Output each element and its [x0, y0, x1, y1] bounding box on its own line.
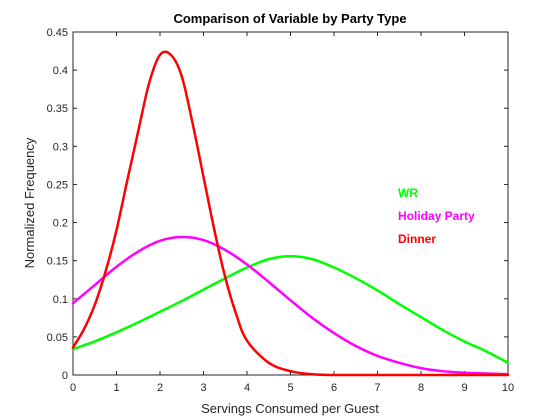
y-tick-label: 0.4 [53, 65, 68, 77]
x-tick-label: 7 [374, 382, 380, 394]
x-tick-label: 8 [418, 382, 424, 394]
x-tick-label: 4 [244, 382, 250, 394]
x-tick-label: 2 [157, 382, 163, 394]
y-tick-label: 0.15 [47, 256, 68, 268]
legend: WR Holiday Party Dinner [398, 186, 475, 246]
y-tick-label: 0.35 [47, 103, 68, 115]
x-tick-label: 1 [113, 382, 119, 394]
y-axis-label: Normalized Frequency [22, 137, 37, 268]
x-tick-label: 9 [461, 382, 467, 394]
y-tick-label: 0.05 [47, 332, 68, 344]
y-tick-label: 0.2 [53, 218, 68, 230]
y-tick-label: 0.45 [47, 27, 68, 39]
series-line-wr [71, 254, 510, 365]
series-line-holiday-party [71, 235, 510, 376]
series-line-dinner [71, 50, 510, 377]
x-tick-label: 6 [331, 382, 337, 394]
y-tick-label: 0.25 [47, 179, 68, 191]
y-tick-label: 0 [62, 370, 68, 382]
x-axis-label: Servings Consumed per Guest [201, 401, 379, 416]
y-tick-label: 0.1 [53, 294, 68, 306]
series-lines [71, 50, 510, 377]
x-tick-label: 3 [200, 382, 206, 394]
y-tick-label: 0.3 [53, 141, 68, 153]
chart-title: Comparison of Variable by Party Type [173, 11, 406, 26]
x-tick-label: 5 [287, 382, 293, 394]
legend-entry-dinner: Dinner [398, 232, 436, 246]
legend-entry-holiday-party: Holiday Party [398, 209, 475, 223]
x-tick-label: 10 [502, 382, 514, 394]
legend-entry-wr: WR [398, 186, 418, 200]
x-tick-label: 0 [70, 382, 76, 394]
